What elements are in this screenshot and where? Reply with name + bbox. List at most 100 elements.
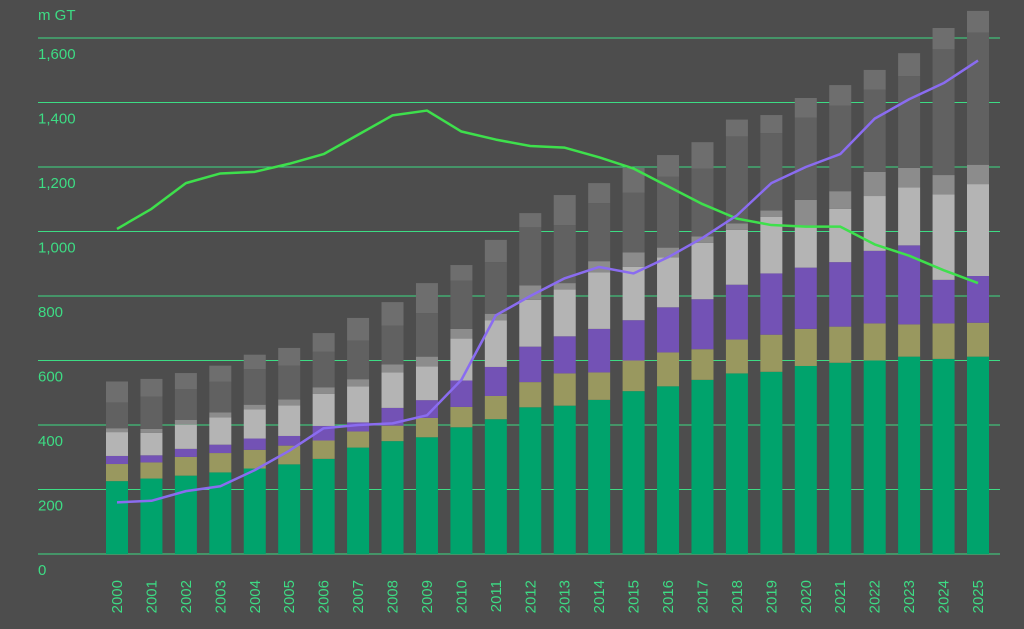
bar-segment xyxy=(967,184,989,277)
bar-segment xyxy=(519,346,542,383)
bar-segment xyxy=(898,53,921,77)
bar-segment xyxy=(932,28,955,50)
bar-segment xyxy=(932,358,955,554)
y-tick-label: 800 xyxy=(38,304,63,321)
bar-segment xyxy=(725,136,748,224)
y-tick-label: 1,400 xyxy=(38,111,76,128)
bar-segment xyxy=(278,399,301,406)
bar-segment xyxy=(725,223,748,230)
bar-segment xyxy=(381,425,404,442)
bar-segment xyxy=(312,458,335,554)
bar-segment xyxy=(415,313,438,357)
x-tick-label: 2009 xyxy=(419,580,436,613)
x-tick-label: 2012 xyxy=(522,580,539,613)
bar-segment xyxy=(657,257,680,308)
bar-segment xyxy=(243,369,266,405)
bar-segment xyxy=(932,49,955,176)
bar-segment xyxy=(312,425,335,441)
bar-segment xyxy=(209,453,232,473)
x-tick-label: 2001 xyxy=(143,580,160,613)
bar-segment xyxy=(691,168,714,237)
y-unit: m GT xyxy=(38,7,76,24)
bar-segment xyxy=(312,333,335,352)
bar-segment xyxy=(415,400,438,418)
x-tick-label: 2008 xyxy=(385,580,402,613)
bar-segment xyxy=(106,432,128,456)
bar-segment xyxy=(760,216,783,274)
bar-segment xyxy=(450,406,473,428)
x-tick-label: 2007 xyxy=(350,580,367,613)
bar-segment xyxy=(278,435,301,446)
bar-segment xyxy=(415,356,438,367)
bar-segment xyxy=(553,195,576,226)
bar-segment xyxy=(484,262,507,314)
bar-segment xyxy=(932,323,955,359)
bar-segment xyxy=(519,299,542,347)
x-tick-label: 2006 xyxy=(316,580,333,613)
bar-segment xyxy=(725,339,748,374)
bar-segment xyxy=(209,381,232,413)
bar-segment xyxy=(863,360,886,554)
bar-segment xyxy=(347,317,370,341)
bar-segment xyxy=(863,69,886,90)
bar-segment xyxy=(278,405,301,436)
bar-segment xyxy=(381,302,404,326)
bar-segment xyxy=(347,379,370,387)
bar-segment xyxy=(106,455,128,465)
x-tick-label: 2004 xyxy=(247,580,264,613)
bar-segment xyxy=(760,371,783,554)
bar-segment xyxy=(243,438,266,450)
bar-segment xyxy=(829,262,852,327)
bar-segment xyxy=(278,445,301,465)
bar-segment xyxy=(209,365,232,382)
bar-segment xyxy=(967,356,989,554)
x-tick-label: 2015 xyxy=(626,580,643,613)
bar-segment xyxy=(312,440,335,459)
bar-segment xyxy=(588,372,611,400)
bar-segment xyxy=(622,391,645,554)
bar-segment xyxy=(622,167,645,193)
bar-segment xyxy=(725,119,748,137)
x-tick-label: 2010 xyxy=(453,580,470,613)
bar-segment xyxy=(898,76,921,168)
bar-segment xyxy=(347,340,370,380)
bar-segment xyxy=(657,176,680,248)
x-tick-label: 2020 xyxy=(798,580,815,613)
bar-segment xyxy=(174,456,197,476)
bar-segment xyxy=(794,199,817,226)
bar-segment xyxy=(932,175,955,195)
bar-segment xyxy=(415,437,438,554)
bar-segment xyxy=(553,225,576,284)
bar-segment xyxy=(519,285,542,300)
bar-segment xyxy=(863,196,886,251)
bar-segment xyxy=(622,320,645,361)
bar-segment xyxy=(140,478,163,554)
bar-segment xyxy=(347,386,370,423)
bar-segment xyxy=(691,349,714,380)
bar-segment xyxy=(209,417,232,445)
bar-segment xyxy=(622,360,645,392)
bar-segment xyxy=(725,373,748,554)
bar-segment xyxy=(415,417,438,438)
bar-segment xyxy=(657,155,680,177)
bar-segment xyxy=(106,481,128,554)
x-tick-label: 2016 xyxy=(660,580,677,613)
bar-segment xyxy=(553,373,576,406)
x-tick-label: 2013 xyxy=(557,580,574,613)
bar-segment xyxy=(484,419,507,554)
bar-segment xyxy=(553,289,576,337)
bar-segment xyxy=(209,444,232,454)
x-tick-label: 2002 xyxy=(178,580,195,613)
bar-segment xyxy=(967,10,989,33)
bar-segment xyxy=(622,252,645,267)
bar-segment xyxy=(519,227,542,286)
x-tick-label: 2017 xyxy=(694,580,711,613)
bar-segment xyxy=(106,381,128,403)
bar-segment xyxy=(588,203,611,262)
bar-segment xyxy=(794,225,817,268)
bar-segment xyxy=(484,395,507,420)
bar-segment xyxy=(209,472,232,554)
y-tick-label: 1,000 xyxy=(38,240,76,257)
bar-segment xyxy=(622,266,645,321)
bar-segment xyxy=(691,379,714,554)
